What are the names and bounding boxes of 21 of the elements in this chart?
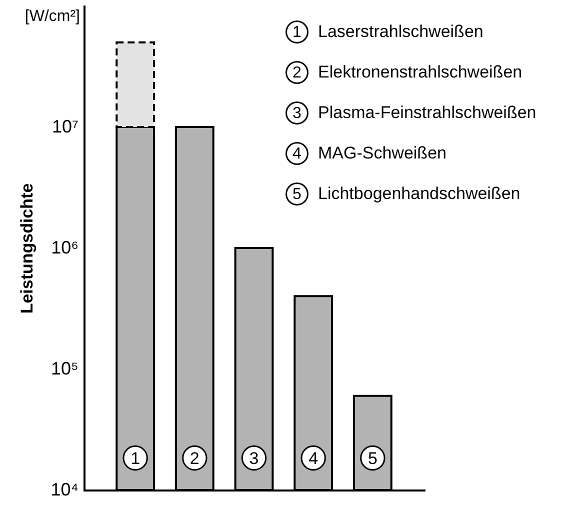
annotation: Elektronenstrahlschweißen bbox=[318, 62, 522, 82]
category-label: 1 bbox=[292, 24, 302, 41]
category-label: 3 bbox=[292, 105, 302, 122]
annotation: Laserstrahlschweißen bbox=[318, 22, 484, 41]
text: [W/cm²] bbox=[24, 8, 80, 25]
x-tick-label: 4 bbox=[308, 449, 318, 468]
x-tick-label: 1 bbox=[130, 449, 140, 468]
annotation: Plasma-Feinstrahlschweißen bbox=[318, 103, 536, 122]
x-tick-label: 2 bbox=[190, 449, 200, 468]
annotation: MAG-Schweißen bbox=[318, 144, 446, 162]
x-tick-label: 3 bbox=[249, 449, 259, 468]
category-label: 2 bbox=[292, 64, 302, 82]
category-label: 4 bbox=[292, 146, 302, 162]
y-tick-label: 10⁶ bbox=[51, 238, 78, 258]
y-tick-label: 10⁷ bbox=[52, 116, 78, 136]
x-tick-label: 5 bbox=[368, 449, 378, 468]
y-tick-label: 10⁵ bbox=[51, 358, 78, 378]
y-tick-label: 10⁴ bbox=[50, 480, 78, 500]
category-label: 5 bbox=[292, 186, 302, 203]
y-axis-title: Leistungsdichte bbox=[18, 183, 37, 314]
annotation: Lichtbogenhandschweißen bbox=[318, 184, 520, 203]
